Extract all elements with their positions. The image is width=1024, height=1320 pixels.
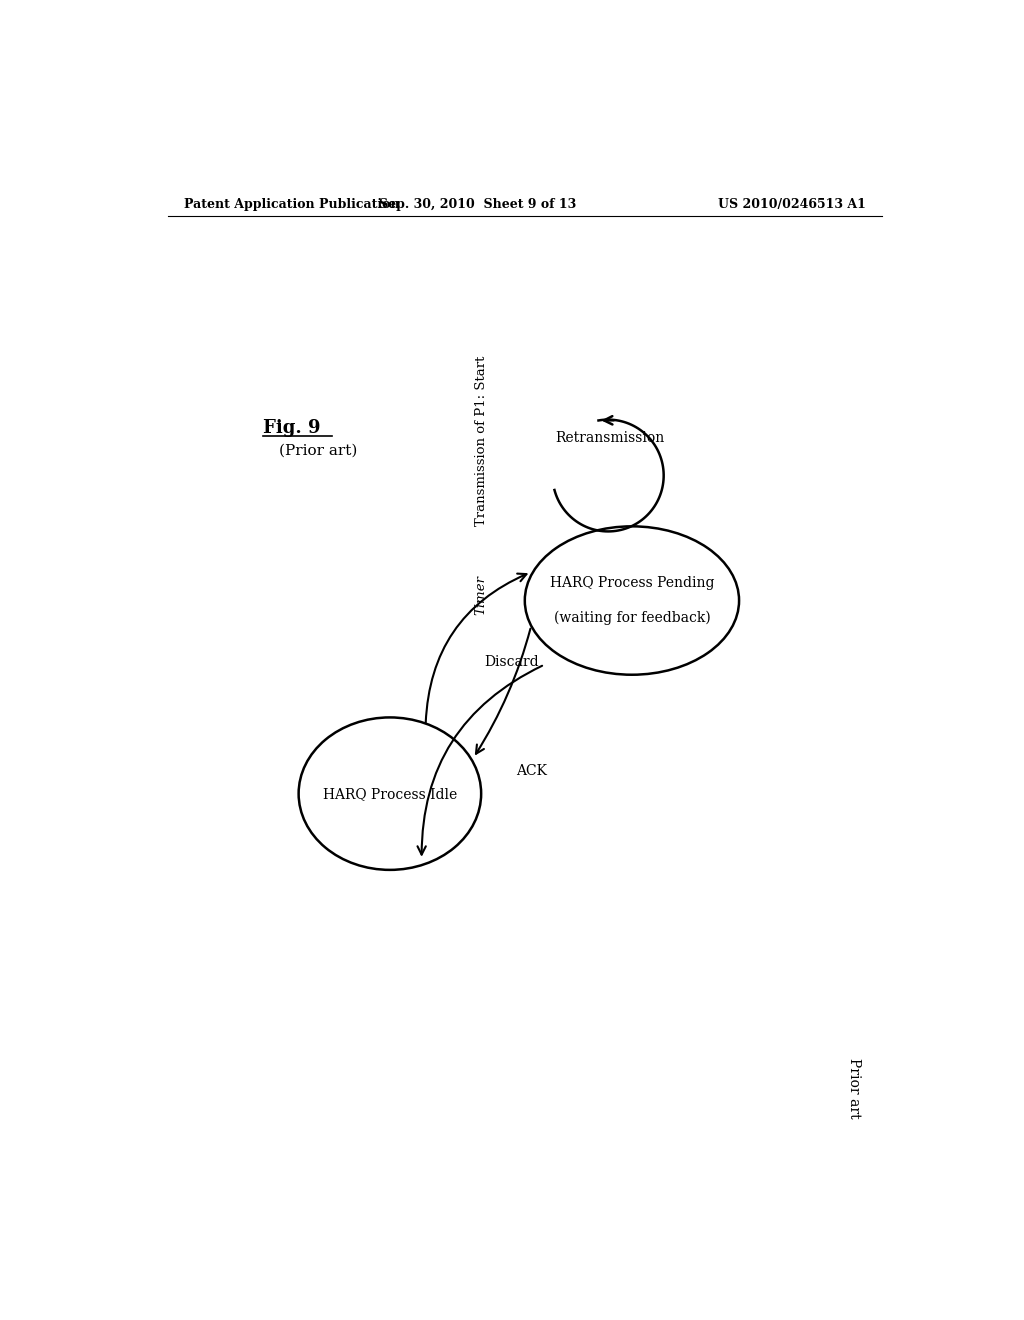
Text: ACK: ACK bbox=[516, 764, 547, 779]
Text: (waiting for feedback): (waiting for feedback) bbox=[554, 611, 711, 624]
Text: HARQ Process Idle: HARQ Process Idle bbox=[323, 787, 457, 801]
Text: Discard: Discard bbox=[484, 655, 539, 668]
Text: US 2010/0246513 A1: US 2010/0246513 A1 bbox=[718, 198, 866, 211]
Text: Sep. 30, 2010  Sheet 9 of 13: Sep. 30, 2010 Sheet 9 of 13 bbox=[379, 198, 575, 211]
Text: Fig. 9: Fig. 9 bbox=[263, 418, 321, 437]
Text: Patent Application Publication: Patent Application Publication bbox=[183, 198, 399, 211]
Text: Prior art: Prior art bbox=[847, 1059, 861, 1119]
Text: HARQ Process Pending: HARQ Process Pending bbox=[550, 577, 714, 590]
Text: Timer: Timer bbox=[475, 574, 487, 615]
Text: Transmission of P1: Start: Transmission of P1: Start bbox=[475, 351, 487, 527]
Text: (Prior art): (Prior art) bbox=[279, 444, 357, 458]
Text: Retransmission: Retransmission bbox=[555, 430, 665, 445]
